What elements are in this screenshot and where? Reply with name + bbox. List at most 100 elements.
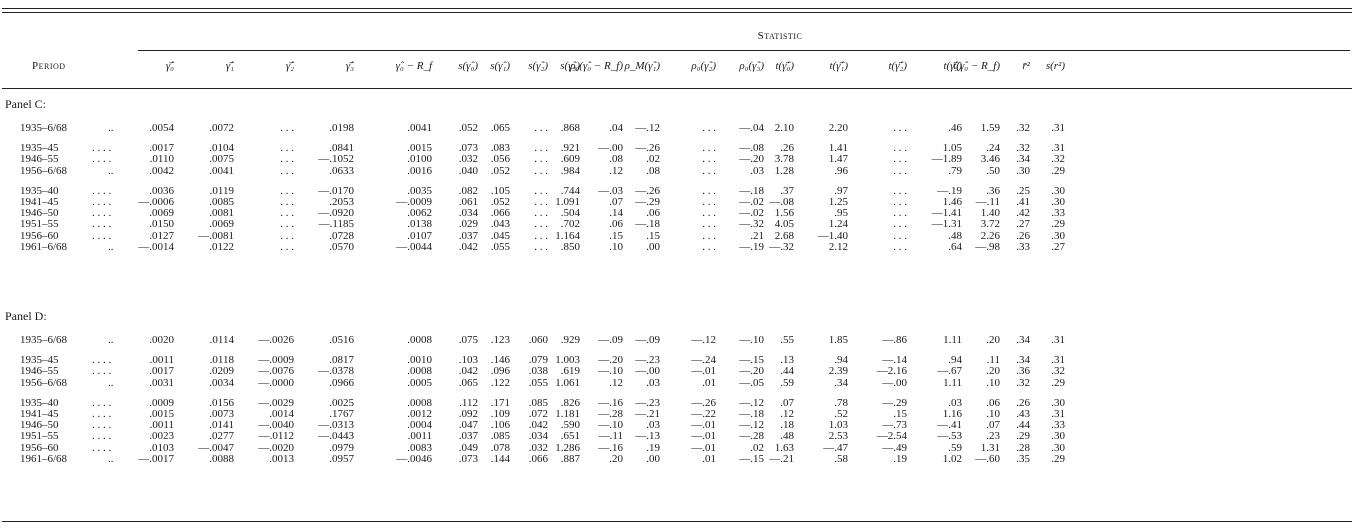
- table-cell: 1.061: [555, 376, 580, 389]
- table-cell: .26: [780, 142, 794, 155]
- table-cell: —.20: [739, 365, 764, 378]
- table-cell: 1.31: [980, 441, 1000, 454]
- table-cell: .03: [948, 396, 962, 409]
- table-cell: .868: [560, 122, 580, 134]
- table-cell: .146: [490, 354, 510, 367]
- table-cell: .032: [458, 153, 478, 166]
- column-header: r̄²: [1022, 60, 1030, 72]
- table-cell: .085: [490, 430, 510, 443]
- table-cell: .921: [560, 142, 580, 155]
- column-header: t(γ̂̄₁): [829, 60, 848, 72]
- table-cell: 1.59: [980, 122, 1000, 134]
- table-cell: . . .: [534, 240, 548, 253]
- table-cell: 1.40: [980, 207, 1000, 220]
- table-cell: .078: [490, 441, 510, 454]
- table-cell: .0138: [407, 218, 432, 231]
- row-leader-dots: . . . .: [92, 396, 112, 409]
- table-cell: .44: [780, 365, 794, 378]
- table-cell: . . .: [893, 218, 907, 231]
- table-cell: .609: [560, 153, 580, 166]
- table-cell: 2.68: [774, 229, 794, 242]
- table-cell: .826: [560, 396, 580, 409]
- table-cell: —.98: [975, 240, 1000, 253]
- table-cell: .95: [834, 207, 848, 220]
- table-cell: .0118: [209, 354, 234, 367]
- table-cell: .038: [528, 365, 548, 378]
- table-cell: .045: [490, 229, 510, 242]
- table-cell: .0198: [329, 122, 354, 134]
- table-cell: —.19: [937, 184, 962, 197]
- table-cell: —.04: [739, 122, 764, 134]
- table-cell: .887: [560, 452, 580, 465]
- table-cell: .52: [834, 408, 848, 420]
- row-leader-dots: . . . .: [92, 142, 112, 155]
- table-cell: 3.78: [774, 153, 794, 166]
- table-cell: .32: [1016, 376, 1030, 389]
- column-header: γ̂̄₁: [225, 60, 234, 72]
- column-header: s(γ̂₂): [528, 60, 548, 72]
- table-cell: . . .: [534, 164, 548, 177]
- table-cell: —.1185: [318, 218, 354, 231]
- table-cell: . . .: [702, 184, 716, 197]
- table-cell: .105: [490, 184, 510, 197]
- table-cell: .072: [528, 408, 548, 420]
- table-cell: .061: [458, 196, 478, 208]
- table-cell: . . .: [280, 164, 294, 177]
- table-cell: .034: [528, 430, 548, 443]
- table-cell: —.12: [635, 122, 660, 134]
- table-cell: . . .: [893, 164, 907, 177]
- table-cell: .075: [458, 334, 478, 346]
- table-cell: .41: [1016, 196, 1030, 208]
- table-cell: .0114: [209, 334, 234, 346]
- row-period: 1961–6/68: [20, 452, 68, 465]
- table-cell: —.11: [975, 196, 1000, 208]
- table-cell: .0008: [407, 396, 432, 409]
- table-cell: . . .: [280, 240, 294, 253]
- table-cell: .042: [458, 365, 478, 378]
- table-cell: —.01: [691, 419, 716, 432]
- table-cell: .042: [528, 419, 548, 432]
- row-leader-dots: . . . .: [92, 441, 112, 454]
- table-cell: .092: [458, 408, 478, 420]
- column-header: ρ₀(γ̂₂): [691, 60, 716, 72]
- table-cell: . . .: [702, 142, 716, 155]
- table-cell: —.13: [635, 430, 660, 443]
- table-cell: .0035: [407, 184, 432, 197]
- table-cell: . . .: [534, 184, 548, 197]
- table-cell: —.49: [882, 441, 907, 454]
- statistic-label: Statistic: [757, 30, 803, 42]
- table-cell: .01: [702, 376, 716, 389]
- table-cell: .19: [893, 452, 907, 465]
- table-cell: —1.40: [817, 229, 848, 242]
- table-cell: .01: [702, 452, 716, 465]
- table-cell: .112: [459, 396, 478, 409]
- row-leader-dots: ..: [108, 452, 114, 465]
- table-cell: .35: [1016, 452, 1030, 465]
- table-cell: .619: [560, 365, 580, 378]
- table-cell: .0014: [269, 408, 294, 420]
- table-cell: . . .: [280, 196, 294, 208]
- table-cell: .11: [986, 354, 1000, 367]
- table-cell: 3.46: [980, 153, 1000, 166]
- row-period: 1941–45: [20, 196, 59, 208]
- table-cell: .55: [780, 334, 794, 346]
- table-cell: .049: [458, 441, 478, 454]
- table-cell: .07: [780, 396, 794, 409]
- table-cell: —.0920: [318, 207, 354, 220]
- table-cell: —.19: [739, 240, 764, 253]
- table-cell: .0023: [149, 430, 174, 443]
- table-cell: .052: [458, 122, 478, 134]
- table-cell: —.29: [882, 396, 907, 409]
- table-cell: .066: [528, 452, 548, 465]
- table-cell: —.14: [882, 354, 907, 367]
- table-cell: —.0009: [396, 196, 432, 208]
- table-cell: .02: [646, 153, 660, 166]
- row-period: 1946–55: [20, 153, 59, 166]
- table-cell: .0122: [209, 240, 234, 253]
- table-cell: .043: [490, 218, 510, 231]
- column-header: t(γ̂̄₀): [775, 60, 794, 72]
- table-cell: 4.05: [774, 218, 794, 231]
- table-cell: .0141: [209, 419, 234, 432]
- table-cell: —.01: [691, 441, 716, 454]
- column-header: t(γ̂̄₃): [943, 60, 962, 72]
